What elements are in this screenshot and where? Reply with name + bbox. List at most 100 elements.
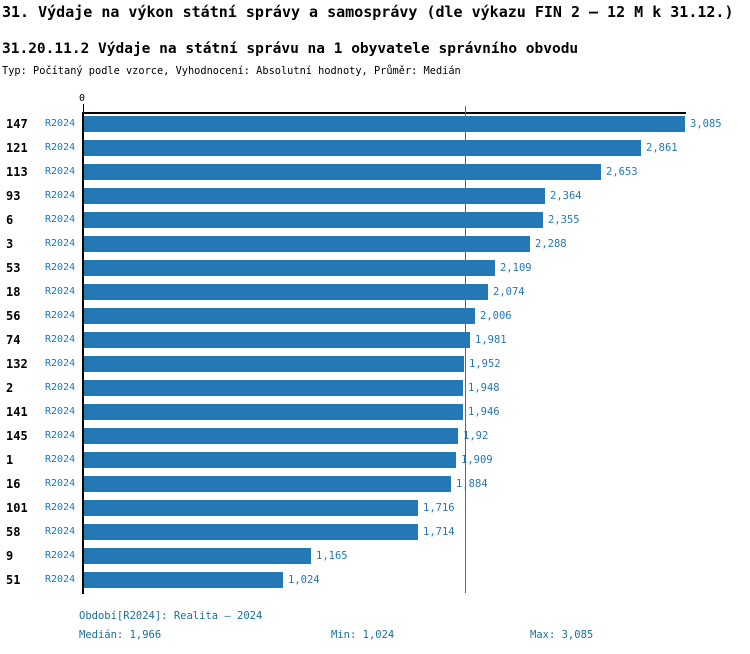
row-rank-label: 93	[6, 189, 21, 203]
row-period-label: R2024	[45, 478, 76, 489]
row-rank-label: 18	[6, 285, 21, 299]
value-bar[interactable]	[84, 260, 495, 276]
x-axis-line	[82, 112, 686, 114]
bar-row: 93 R2024 2,364	[0, 188, 750, 204]
footer-max-stat: Max: 3,085	[530, 629, 594, 641]
row-period-label: R2024	[45, 310, 76, 321]
row-period-label: R2024	[45, 214, 76, 225]
value-bar[interactable]	[84, 116, 685, 132]
value-bar[interactable]	[84, 500, 418, 516]
bar-row: 113 R2024 2,653	[0, 164, 750, 180]
row-period-label: R2024	[45, 574, 76, 585]
value-bar[interactable]	[84, 332, 470, 348]
value-bar[interactable]	[84, 572, 283, 588]
bar-value-label: 2,006	[480, 310, 512, 322]
row-period-label: R2024	[45, 334, 76, 345]
row-period-label: R2024	[45, 118, 76, 129]
bar-row: 3 R2024 2,288	[0, 236, 750, 252]
bar-value-label: 1,946	[468, 406, 500, 418]
bar-value-label: 1,948	[468, 382, 500, 394]
row-rank-label: 145	[6, 429, 28, 443]
row-rank-label: 56	[6, 309, 21, 323]
bar-value-label: 2,074	[493, 286, 525, 298]
chart-meta-line: Typ: Počítaný podle vzorce, Vyhodnocení:…	[2, 65, 461, 77]
bar-value-label: 1,165	[316, 550, 348, 562]
bar-value-label: 1,92	[463, 430, 489, 442]
row-period-label: R2024	[45, 238, 76, 249]
row-rank-label: 147	[6, 117, 28, 131]
bar-row: 132 R2024 1,952	[0, 356, 750, 372]
bar-value-label: 1,024	[288, 574, 320, 586]
row-period-label: R2024	[45, 262, 76, 273]
value-bar[interactable]	[84, 404, 463, 420]
bar-value-label: 3,085	[690, 118, 722, 130]
bar-row: 145 R2024 1,92	[0, 428, 750, 444]
value-bar[interactable]	[84, 548, 311, 564]
row-period-label: R2024	[45, 166, 76, 177]
row-period-label: R2024	[45, 406, 76, 417]
bar-row: 74 R2024 1,981	[0, 332, 750, 348]
bar-value-label: 1,716	[423, 502, 455, 514]
row-rank-label: 58	[6, 525, 21, 539]
value-bar[interactable]	[84, 308, 475, 324]
row-period-label: R2024	[45, 382, 76, 393]
bar-row: 53 R2024 2,109	[0, 260, 750, 276]
row-rank-label: 101	[6, 501, 28, 515]
bar-row: 2 R2024 1,948	[0, 380, 750, 396]
row-rank-label: 53	[6, 261, 21, 275]
bar-row: 18 R2024 2,074	[0, 284, 750, 300]
value-bar[interactable]	[84, 428, 458, 444]
x-axis-zero-tick	[83, 104, 84, 112]
value-bar[interactable]	[84, 164, 601, 180]
bar-row: 147 R2024 3,085	[0, 116, 750, 132]
row-period-label: R2024	[45, 430, 76, 441]
bar-row: 141 R2024 1,946	[0, 404, 750, 420]
bar-value-label: 1,909	[461, 454, 493, 466]
row-rank-label: 113	[6, 165, 28, 179]
value-bar[interactable]	[84, 236, 530, 252]
value-bar[interactable]	[84, 188, 545, 204]
row-period-label: R2024	[45, 190, 76, 201]
row-rank-label: 74	[6, 333, 21, 347]
footer-min-stat: Min: 1,024	[331, 629, 395, 641]
y-axis-line	[82, 112, 84, 594]
row-rank-label: 141	[6, 405, 28, 419]
bar-row: 1 R2024 1,909	[0, 452, 750, 468]
value-bar[interactable]	[84, 212, 543, 228]
row-rank-label: 16	[6, 477, 21, 491]
row-rank-label: 2	[6, 381, 14, 395]
page-title: 31. Výdaje na výkon státní správy a samo…	[2, 3, 734, 21]
row-period-label: R2024	[45, 502, 76, 513]
bar-row: 58 R2024 1,714	[0, 524, 750, 540]
bar-value-label: 1,884	[456, 478, 488, 490]
bar-row: 9 R2024 1,165	[0, 548, 750, 564]
bar-row: 6 R2024 2,355	[0, 212, 750, 228]
row-period-label: R2024	[45, 142, 76, 153]
chart-subtitle: 31.20.11.2 Výdaje na státní správu na 1 …	[2, 41, 579, 57]
bar-value-label: 2,861	[646, 142, 678, 154]
bar-value-label: 2,109	[500, 262, 532, 274]
value-bar[interactable]	[84, 524, 418, 540]
value-bar[interactable]	[84, 140, 641, 156]
bar-row: 16 R2024 1,884	[0, 476, 750, 492]
row-rank-label: 121	[6, 141, 28, 155]
row-period-label: R2024	[45, 550, 76, 561]
row-period-label: R2024	[45, 454, 76, 465]
row-period-label: R2024	[45, 358, 76, 369]
bar-value-label: 1,714	[423, 526, 455, 538]
row-period-label: R2024	[45, 286, 76, 297]
value-bar[interactable]	[84, 284, 488, 300]
bar-value-label: 2,364	[550, 190, 582, 202]
row-rank-label: 1	[6, 453, 14, 467]
value-bar[interactable]	[84, 476, 451, 492]
bar-value-label: 1,952	[469, 358, 501, 370]
value-bar[interactable]	[84, 356, 464, 372]
value-bar[interactable]	[84, 452, 456, 468]
footer-median-stat: Medián: 1,966	[79, 629, 162, 641]
bar-row: 121 R2024 2,861	[0, 140, 750, 156]
value-bar[interactable]	[84, 380, 463, 396]
row-rank-label: 132	[6, 357, 28, 371]
bar-value-label: 2,288	[535, 238, 567, 250]
row-period-label: R2024	[45, 526, 76, 537]
